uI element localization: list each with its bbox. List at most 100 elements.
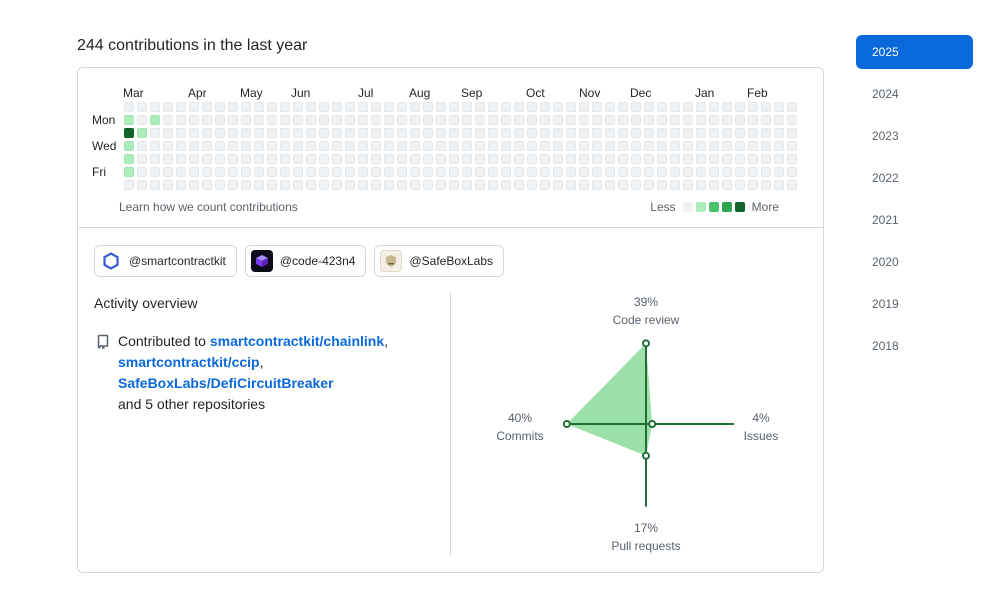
contribution-day[interactable] [293, 128, 303, 138]
contribution-day[interactable] [436, 167, 446, 177]
contribution-day[interactable] [709, 141, 719, 151]
contribution-day[interactable] [657, 180, 667, 190]
contribution-day[interactable] [670, 154, 680, 164]
contribution-day[interactable] [436, 180, 446, 190]
contribution-day[interactable] [722, 141, 732, 151]
contribution-day[interactable] [735, 128, 745, 138]
contribution-day[interactable] [371, 102, 381, 112]
contribution-day[interactable] [306, 180, 316, 190]
contribution-day[interactable] [462, 102, 472, 112]
contribution-day[interactable] [605, 154, 615, 164]
contribution-day[interactable] [787, 141, 797, 151]
contribution-day[interactable] [683, 141, 693, 151]
contribution-day[interactable] [579, 141, 589, 151]
contribution-day[interactable] [618, 102, 628, 112]
contribution-day[interactable] [462, 141, 472, 151]
contribution-day[interactable] [397, 167, 407, 177]
contribution-day[interactable] [254, 128, 264, 138]
contribution-day[interactable] [384, 154, 394, 164]
year-link-2024[interactable]: 2024 [872, 87, 899, 101]
contribution-day[interactable] [488, 154, 498, 164]
contribution-day[interactable] [787, 167, 797, 177]
contribution-day[interactable] [410, 154, 420, 164]
contribution-day[interactable] [748, 115, 758, 125]
contribution-day[interactable] [475, 102, 485, 112]
contribution-day[interactable] [293, 115, 303, 125]
contribution-day[interactable] [709, 115, 719, 125]
contribution-day[interactable] [579, 154, 589, 164]
contribution-day[interactable] [332, 115, 342, 125]
contribution-day[interactable] [670, 115, 680, 125]
contribution-day[interactable] [618, 180, 628, 190]
contribution-day[interactable] [709, 128, 719, 138]
contribution-day[interactable] [514, 141, 524, 151]
contribution-day[interactable] [501, 180, 511, 190]
contribution-day[interactable] [150, 167, 160, 177]
contribution-day[interactable] [137, 141, 147, 151]
contribution-day[interactable] [345, 128, 355, 138]
contribution-day[interactable] [358, 167, 368, 177]
contribution-day[interactable] [527, 128, 537, 138]
contribution-day[interactable] [696, 167, 706, 177]
year-link-2019[interactable]: 2019 [872, 297, 899, 311]
contribution-day[interactable] [124, 180, 134, 190]
contribution-day[interactable] [254, 102, 264, 112]
contribution-day[interactable] [735, 154, 745, 164]
contribution-day[interactable] [241, 167, 251, 177]
contribution-day[interactable] [553, 115, 563, 125]
contribution-day[interactable] [631, 167, 641, 177]
contribution-day[interactable] [475, 154, 485, 164]
contribution-day[interactable] [280, 102, 290, 112]
contribution-day[interactable] [176, 154, 186, 164]
contribution-day[interactable] [397, 115, 407, 125]
contribution-day[interactable] [163, 154, 173, 164]
contribution-day[interactable] [683, 115, 693, 125]
contribution-day[interactable] [657, 154, 667, 164]
contribution-day[interactable] [267, 128, 277, 138]
contribution-day[interactable] [670, 180, 680, 190]
contribution-day[interactable] [306, 141, 316, 151]
contribution-day[interactable] [397, 154, 407, 164]
contribution-day[interactable] [371, 128, 381, 138]
contribution-day[interactable] [228, 180, 238, 190]
contribution-day[interactable] [371, 180, 381, 190]
contribution-day[interactable] [670, 167, 680, 177]
contribution-day[interactable] [540, 141, 550, 151]
contribution-day[interactable] [254, 167, 264, 177]
contribution-day[interactable] [319, 167, 329, 177]
contribution-day[interactable] [514, 115, 524, 125]
contribution-day[interactable] [657, 102, 667, 112]
contribution-day[interactable] [384, 180, 394, 190]
contribution-day[interactable] [449, 115, 459, 125]
contribution-day[interactable] [189, 102, 199, 112]
contribution-day[interactable] [527, 102, 537, 112]
contribution-day[interactable] [566, 102, 576, 112]
year-link-2025[interactable]: 2025 [856, 35, 973, 69]
contribution-day[interactable] [670, 102, 680, 112]
contribution-day[interactable] [371, 154, 381, 164]
contribution-day[interactable] [735, 167, 745, 177]
contribution-day[interactable] [683, 102, 693, 112]
contribution-day[interactable] [592, 141, 602, 151]
contribution-day[interactable] [410, 167, 420, 177]
contribution-day[interactable] [683, 167, 693, 177]
contribution-day[interactable] [501, 141, 511, 151]
contribution-day[interactable] [345, 102, 355, 112]
contribution-day[interactable] [566, 180, 576, 190]
contribution-day[interactable] [631, 141, 641, 151]
contribution-day[interactable] [293, 167, 303, 177]
contribution-day[interactable] [501, 167, 511, 177]
contribution-day[interactable] [241, 141, 251, 151]
contribution-day[interactable] [722, 115, 732, 125]
contribution-day[interactable] [384, 115, 394, 125]
contribution-day[interactable] [358, 102, 368, 112]
contribution-day[interactable] [618, 128, 628, 138]
contribution-day[interactable] [332, 128, 342, 138]
contribution-day[interactable] [449, 180, 459, 190]
contribution-day[interactable] [423, 167, 433, 177]
contribution-day[interactable] [137, 154, 147, 164]
contribution-day[interactable] [215, 115, 225, 125]
contribution-day[interactable] [761, 115, 771, 125]
contribution-day[interactable] [423, 141, 433, 151]
contribution-day[interactable] [124, 141, 134, 151]
